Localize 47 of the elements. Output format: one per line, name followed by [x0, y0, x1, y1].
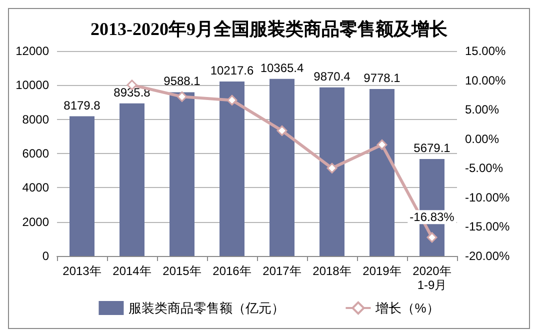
data-label: 10365.4 [260, 60, 304, 75]
x-tick-label: 2019年 [362, 264, 402, 278]
data-label: 10217.6 [210, 63, 254, 78]
data-label: 9870.4 [314, 69, 351, 84]
bar [320, 87, 344, 256]
bar [120, 103, 144, 256]
point [326, 162, 338, 174]
x-tick-label: 2013年 [62, 264, 102, 278]
data-label: 9778.1 [364, 70, 401, 85]
data-label: 9588.1 [164, 74, 201, 88]
x-tick-label: 2014年 [112, 264, 152, 278]
y2-tick-label: 0.00% [465, 132, 500, 146]
bar [70, 116, 94, 256]
chart-title: 2013-2020年9月全国服装类商品零售额及增长 [90, 19, 448, 39]
bar [370, 88, 394, 256]
y2-tick-label: -10.00% [465, 190, 510, 204]
point [276, 125, 288, 136]
x-tick-label: 2015年 [162, 264, 202, 278]
x-tick-label: 2020年 1-9月 [412, 264, 452, 292]
y2-tick-label: 15.00% [465, 44, 506, 58]
x-tick-label: 2018年 [312, 264, 352, 278]
data-label: -16.83% [410, 210, 455, 224]
point [226, 94, 238, 106]
point [376, 139, 388, 150]
y-tick-label: 6000 [22, 146, 50, 160]
y2-tick-label: -20.00% [465, 249, 510, 263]
bar [170, 92, 194, 256]
y-tick-label: 10000 [16, 78, 50, 92]
y2-tick-label: -15.00% [465, 220, 510, 234]
data-label: 8179.8 [64, 98, 101, 112]
legend-label: 服装类商品零售额（亿元） [128, 300, 285, 316]
point [426, 232, 438, 243]
legend-label: 增长（%） [374, 300, 440, 316]
bar [220, 81, 244, 256]
y-tick-label: 0 [42, 249, 50, 263]
y-tick-label: 12000 [16, 44, 50, 58]
y2-tick-label: 5.00% [465, 102, 500, 117]
y2-tick-label: 10.00% [465, 73, 506, 88]
y-tick-label: 4000 [22, 180, 50, 195]
y-tick-label: 8000 [22, 112, 50, 126]
point [176, 91, 188, 102]
x-tick-label: 2017年 [262, 264, 302, 278]
data-label: 5679.1 [414, 140, 451, 155]
y-tick-label: 2000 [22, 214, 50, 229]
bar [270, 78, 294, 256]
y2-tick-label: -5.00% [465, 161, 504, 176]
x-tick-label: 2016年 [212, 264, 252, 278]
